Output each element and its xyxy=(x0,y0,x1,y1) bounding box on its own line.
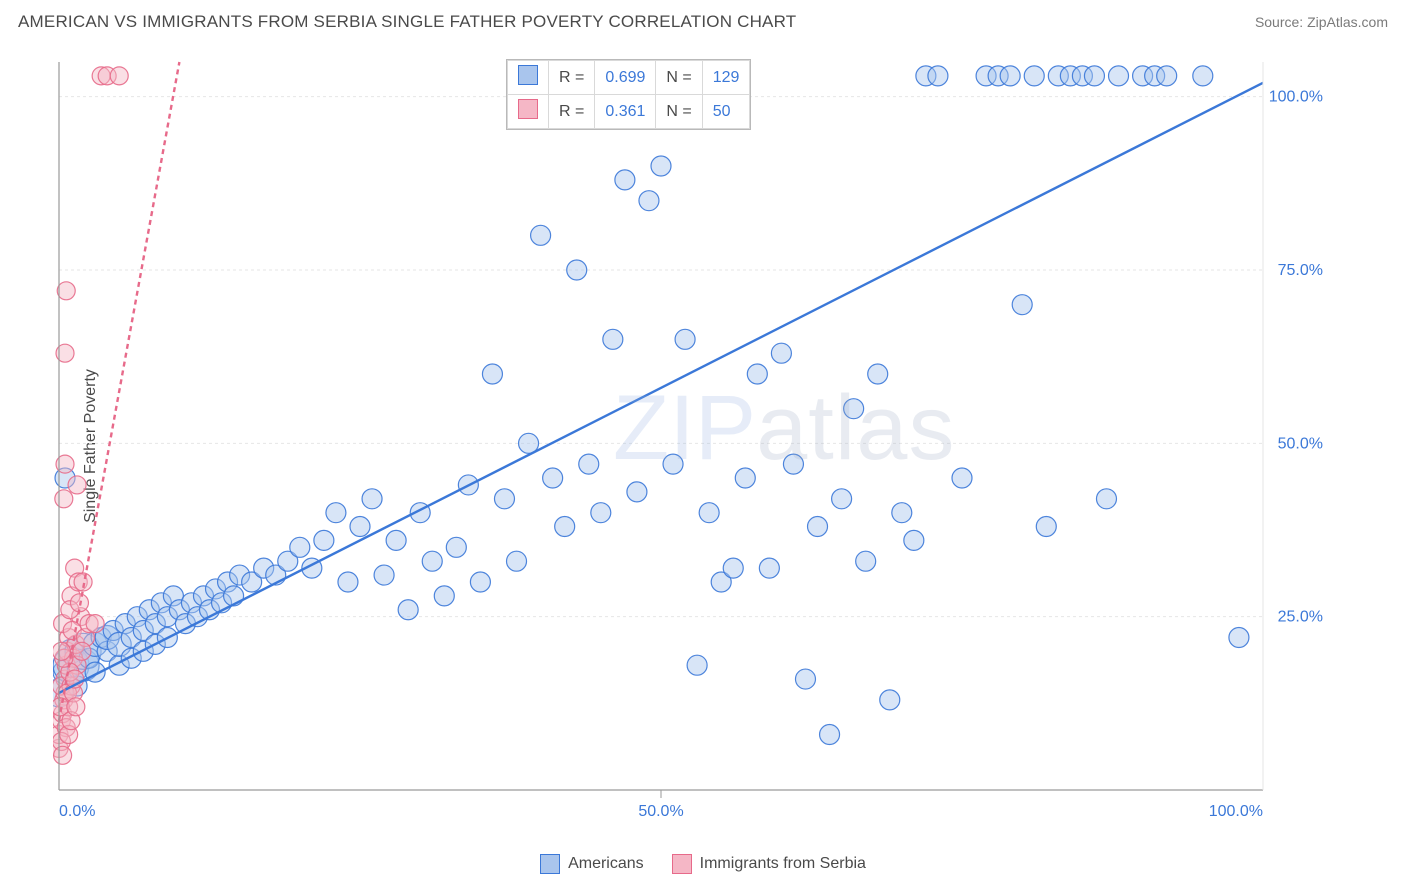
data-point xyxy=(422,551,442,571)
data-point xyxy=(820,725,840,745)
data-point xyxy=(783,454,803,474)
data-point xyxy=(55,490,73,508)
x-tick-label: 50.0% xyxy=(638,803,683,820)
data-point xyxy=(832,489,852,509)
data-point xyxy=(603,329,623,349)
data-point xyxy=(591,503,611,523)
data-point xyxy=(362,489,382,509)
data-point xyxy=(1036,517,1056,537)
x-tick-label: 0.0% xyxy=(59,803,95,820)
legend-swatch-icon xyxy=(518,65,538,85)
data-point xyxy=(314,530,334,550)
data-point xyxy=(699,503,719,523)
data-point xyxy=(446,537,466,557)
data-point xyxy=(615,170,635,190)
data-point xyxy=(868,364,888,384)
legend-label: Immigrants from Serbia xyxy=(700,855,866,873)
y-tick-label: 75.0% xyxy=(1278,262,1323,279)
legend-item: Americans xyxy=(540,854,644,874)
data-point xyxy=(952,468,972,488)
data-point xyxy=(470,572,490,592)
data-point xyxy=(54,746,72,764)
data-point xyxy=(651,156,671,176)
data-point xyxy=(687,655,707,675)
data-point xyxy=(844,399,864,419)
data-point xyxy=(290,537,310,557)
data-point xyxy=(68,476,86,494)
data-point xyxy=(350,517,370,537)
chart-canvas: 25.0% 50.0% 75.0% 100.0% 0.0% 50.0% 100.0% xyxy=(53,56,1333,826)
data-point xyxy=(904,530,924,550)
data-point xyxy=(1157,66,1177,86)
chart-header: AMERICAN VS IMMIGRANTS FROM SERBIA SINGL… xyxy=(0,0,1406,44)
correlation-legend: R = 0.699 N = 129 R = 0.361 N = 50 xyxy=(506,59,751,130)
data-point xyxy=(808,517,828,537)
data-point xyxy=(771,343,791,363)
legend-swatch-icon xyxy=(672,854,692,874)
data-point xyxy=(880,690,900,710)
data-point xyxy=(398,600,418,620)
data-point xyxy=(1229,627,1249,647)
chart-title: AMERICAN VS IMMIGRANTS FROM SERBIA SINGL… xyxy=(18,12,796,32)
data-point xyxy=(1024,66,1044,86)
data-point xyxy=(434,586,454,606)
data-point xyxy=(531,225,551,245)
data-point xyxy=(1012,295,1032,315)
data-point xyxy=(543,468,563,488)
data-point xyxy=(555,517,575,537)
data-point xyxy=(795,669,815,689)
data-point xyxy=(1000,66,1020,86)
data-point xyxy=(928,66,948,86)
data-point xyxy=(67,698,85,716)
legend-label: Americans xyxy=(568,855,644,873)
data-point xyxy=(386,530,406,550)
data-point xyxy=(338,572,358,592)
data-point xyxy=(759,558,779,578)
data-point xyxy=(723,558,743,578)
scatter-plot: 25.0%50.0%75.0%100.0%0.0%50.0%100.0% ZIP… xyxy=(53,56,1333,826)
data-point xyxy=(1193,66,1213,86)
data-point xyxy=(639,191,659,211)
data-point xyxy=(579,454,599,474)
data-point xyxy=(663,454,683,474)
data-point xyxy=(482,364,502,384)
data-point xyxy=(627,482,647,502)
data-point xyxy=(53,642,70,660)
data-point xyxy=(73,642,91,660)
data-point xyxy=(856,551,876,571)
data-point xyxy=(675,329,695,349)
data-point xyxy=(567,260,587,280)
data-point xyxy=(892,503,912,523)
legend-item: Immigrants from Serbia xyxy=(672,854,866,874)
data-point xyxy=(1096,489,1116,509)
data-point xyxy=(224,586,244,606)
data-point xyxy=(374,565,394,585)
data-point xyxy=(110,67,128,85)
source-attribution: Source: ZipAtlas.com xyxy=(1255,14,1388,30)
data-point xyxy=(494,489,514,509)
y-tick-label: 100.0% xyxy=(1269,89,1323,106)
data-point xyxy=(1109,66,1129,86)
data-point xyxy=(326,503,346,523)
data-point xyxy=(735,468,755,488)
data-point xyxy=(57,282,75,300)
legend-swatch-icon xyxy=(518,99,538,119)
data-point xyxy=(747,364,767,384)
x-tick-label: 100.0% xyxy=(1209,803,1263,820)
data-point xyxy=(1084,66,1104,86)
legend-swatch-icon xyxy=(540,854,560,874)
series-legend: Americans Immigrants from Serbia xyxy=(0,854,1406,874)
series-americans xyxy=(53,66,1249,745)
data-point xyxy=(74,573,92,591)
y-tick-label: 25.0% xyxy=(1278,609,1323,626)
data-point xyxy=(507,551,527,571)
y-tick-label: 50.0% xyxy=(1278,435,1323,452)
correlation-table: R = 0.699 N = 129 R = 0.361 N = 50 xyxy=(507,60,750,129)
data-point xyxy=(86,615,104,633)
